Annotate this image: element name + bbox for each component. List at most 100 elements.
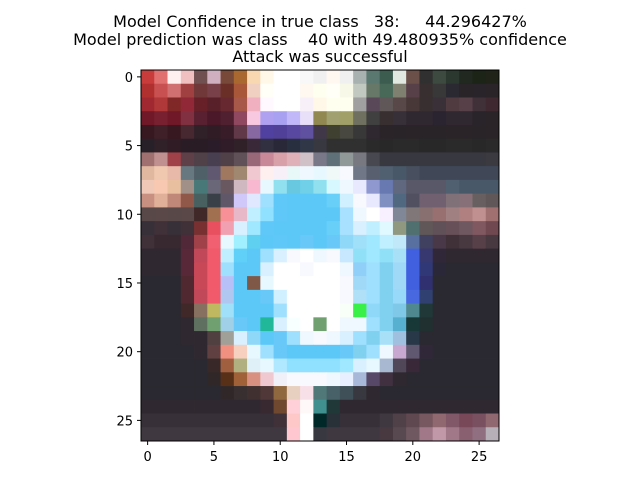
heatmap-cell: [392, 413, 407, 428]
heatmap-cell: [273, 221, 288, 236]
heatmap-cell: [180, 221, 195, 236]
heatmap-cell: [353, 303, 367, 318]
heatmap-cell: [247, 317, 261, 332]
heatmap-cell: [273, 166, 288, 181]
x-tick-label: 15: [338, 450, 355, 465]
heatmap-cell: [154, 70, 168, 85]
heatmap-cell: [194, 152, 208, 167]
heatmap-cell: [353, 124, 367, 140]
heatmap-cell: [141, 193, 155, 208]
heatmap-cell: [419, 344, 434, 359]
heatmap-cell: [339, 413, 354, 428]
heatmap-cell: [300, 276, 314, 291]
heatmap-cell: [406, 317, 420, 332]
heatmap-cell: [247, 372, 261, 387]
heatmap-cell: [313, 97, 328, 112]
heatmap-cell: [167, 427, 182, 442]
heatmap-cell: [233, 289, 248, 304]
heatmap-cell: [247, 166, 261, 181]
heatmap-cell: [180, 166, 195, 181]
heatmap-cell: [419, 152, 434, 167]
heatmap-cell: [273, 358, 288, 373]
heatmap-cell: [154, 207, 168, 222]
heatmap-cell: [180, 427, 195, 442]
heatmap-cell: [472, 248, 487, 263]
heatmap-cell: [366, 262, 381, 277]
heatmap-cell: [300, 372, 314, 387]
heatmap-cell: [194, 111, 208, 126]
heatmap-cell: [445, 331, 460, 346]
heatmap-cell: [194, 358, 208, 373]
heatmap-cell: [392, 262, 407, 277]
heatmap-cell: [326, 97, 341, 112]
heatmap-cell: [313, 331, 328, 346]
heatmap-cell: [392, 303, 407, 318]
heatmap-cell: [392, 234, 407, 250]
heatmap-cell: [286, 152, 301, 167]
heatmap-cell: [286, 344, 301, 359]
heatmap-cell: [180, 207, 195, 222]
heatmap-cell: [167, 331, 182, 346]
heatmap-cell: [459, 97, 473, 112]
heatmap-cell: [180, 317, 195, 332]
heatmap-cell: [485, 138, 500, 153]
heatmap-cell: [432, 207, 447, 222]
heatmap-cell: [286, 138, 301, 153]
heatmap-cell: [392, 372, 407, 387]
heatmap-cell: [247, 248, 261, 263]
heatmap-cell: [326, 138, 341, 153]
heatmap-cell: [379, 70, 394, 85]
heatmap-cell: [406, 221, 420, 236]
heatmap-cell: [247, 179, 261, 195]
heatmap-cell: [220, 331, 235, 346]
heatmap-cell: [180, 289, 195, 304]
heatmap-cell: [180, 179, 195, 195]
heatmap-cell: [167, 317, 182, 332]
heatmap-cell: [207, 221, 221, 236]
heatmap-cell: [247, 331, 261, 346]
heatmap-cell: [432, 344, 447, 359]
heatmap-cell: [300, 386, 314, 401]
heatmap-cell: [392, 386, 407, 401]
heatmap-cell: [353, 372, 367, 387]
heatmap-cell: [379, 166, 394, 181]
heatmap-cell: [392, 138, 407, 153]
heatmap-cells: [141, 70, 500, 442]
heatmap-cell: [207, 138, 221, 153]
heatmap-cell: [286, 386, 301, 401]
heatmap-cell: [406, 248, 420, 263]
heatmap-cell: [207, 70, 221, 85]
heatmap-cell: [339, 303, 354, 318]
heatmap-cell: [366, 427, 381, 442]
heatmap-cell: [154, 124, 168, 140]
x-tick-label: 10: [272, 450, 289, 465]
heatmap-cell: [472, 276, 487, 291]
heatmap-cell: [419, 399, 434, 414]
heatmap-cell: [445, 344, 460, 359]
heatmap-cell: [141, 83, 155, 98]
heatmap-cell: [233, 276, 248, 291]
heatmap-cell: [260, 111, 274, 126]
heatmap-cell: [154, 427, 168, 442]
heatmap-cell: [313, 234, 328, 250]
heatmap-cell: [260, 303, 274, 318]
heatmap-cell: [220, 303, 235, 318]
heatmap-cell: [459, 344, 473, 359]
heatmap-cell: [339, 317, 354, 332]
heatmap-cell: [233, 372, 248, 387]
heatmap-cell: [273, 344, 288, 359]
heatmap-cell: [472, 97, 487, 112]
heatmap-cell: [207, 262, 221, 277]
heatmap-cell: [194, 399, 208, 414]
heatmap-cell: [154, 83, 168, 98]
heatmap-cell: [353, 234, 367, 250]
heatmap-cell: [406, 124, 420, 140]
heatmap-cell: [485, 386, 500, 401]
heatmap-cell: [300, 166, 314, 181]
heatmap-cell: [459, 386, 473, 401]
heatmap-cell: [353, 262, 367, 277]
heatmap-cell: [167, 83, 182, 98]
heatmap-cell: [194, 193, 208, 208]
heatmap-cell: [154, 234, 168, 250]
heatmap-cell: [419, 358, 434, 373]
